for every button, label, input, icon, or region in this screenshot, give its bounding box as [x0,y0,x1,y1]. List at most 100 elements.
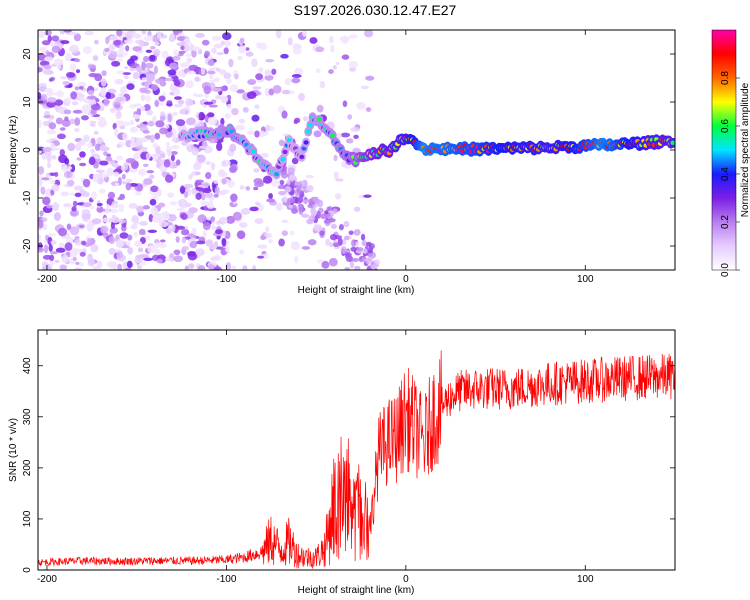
spectrogram-noise-cell [291,73,302,78]
spectrogram-noise-cell [53,212,61,221]
spectrogram-noise-cell [137,184,143,192]
spectrogram-noise-cell [265,226,270,233]
spectrogram-noise-cell [105,156,113,162]
spectrogram-noise-cell [349,67,357,72]
spectrogram-noise-cell [360,85,369,90]
spectrogram-noise-cell [138,39,145,48]
spectrogram-noise-cell [64,242,73,251]
spectrogram-noise-cell [147,244,157,254]
spectrogram-noise-cell [58,108,64,113]
spectrogram-noise-cell [224,230,231,240]
spectrogram-noise-cell [210,216,216,222]
colorbar-scale [711,29,737,271]
spectrogram-noise-cell [191,46,201,52]
spectrogram-branch-cell [340,246,347,255]
spectrogram-noise-cell [205,160,212,166]
spectrogram-noise-cell [159,153,166,159]
spectrogram-noise-cell [43,244,49,254]
spectrogram-noise-cell [69,192,77,197]
spectrogram-branch-cell [348,230,354,236]
spectrogram-noise-cell [216,51,225,56]
colorbar-tick-label: 0.4 [720,167,731,181]
spectrogram-noise-cell [60,166,68,172]
spectrogram-noise-cell [103,97,110,107]
spectrogram-branch-cell [277,184,286,190]
spectrogram-noise-cell [231,108,239,116]
spectrogram-noise-cell [112,122,117,130]
spectrogram-noise-cell [44,30,53,36]
spectrogram-noise-cell [91,191,97,201]
spectrogram-noise-cell [142,205,151,210]
spectrogram-noise-cell [224,112,231,119]
spectrogram-noise-cell [112,171,120,177]
spectrogram-noise-cell [188,64,199,71]
spectrogram-noise-cell [122,181,127,185]
spectrogram-noise-cell [149,174,155,180]
spectrogram-noise-cell [143,163,149,167]
spectrogram-noise-cell [183,37,191,43]
spectrogram-noise-cell [123,75,129,80]
spectrogram-noise-cell [350,127,361,132]
snr-background [38,330,675,570]
spectrogram-noise-cell [42,120,51,127]
spectrogram-noise-cell [298,93,306,102]
spectrogram-cells [38,30,675,270]
spectrogram-noise-cell [133,231,139,237]
spectrogram-noise-cell [216,220,224,224]
spectrogram-noise-cell [83,134,90,143]
spectrogram-noise-cell [38,149,43,155]
spectrogram-ridge-cell [299,154,305,160]
spectrogram-noise-cell [48,244,53,252]
spectrogram-noise-cell [147,229,158,234]
spectrogram-noise-cell [75,142,82,151]
spectrogram-noise-cell [60,40,70,45]
spectrogram-branch-cell [319,230,325,236]
spectrogram-branch-cell [278,190,287,196]
spectrogram-noise-cell [238,45,247,54]
spectrogram-noise-cell [117,196,123,201]
spectrogram-noise-cell [109,208,119,214]
spectrogram-noise-cell [307,239,317,246]
colorbar-ticks: 0.0 0.2 0.4 0.6 0.8 [720,71,740,277]
spectrogram-noise-cell [227,179,235,188]
spectrogram-xlabel: Height of straight line (km) [298,285,415,296]
spectrogram-noise-cell [191,227,197,235]
spectrogram-noise-cell [221,178,227,185]
spectrogram-noise-cell [211,35,222,41]
spectrogram-noise-cell [135,254,145,259]
spectrogram-noise-cell [218,171,228,178]
spectrogram-noise-cell [242,107,249,113]
spectrogram-branch-cell [281,171,288,179]
spectrogram-noise-cell [150,206,158,215]
spectrogram-noise-cell [264,233,272,239]
spectrogram-noise-cell [70,164,76,173]
spectrogram-noise-cell [231,265,237,270]
spectrogram-noise-cell [86,238,91,247]
spectrogram-noise-cell [189,241,198,249]
spectrogram-noise-cell [61,191,68,196]
spectrogram-noise-cell [185,98,194,107]
spectrogram-noise-cell [38,219,44,229]
spectrogram-noise-cell [72,109,83,114]
chart-title: S197.2026.030.12.47.E27 [293,2,457,18]
spectrogram-noise-cell [42,196,51,206]
spectrogram-branch-cell [283,195,288,203]
spectrogram-noise-cell [340,132,351,138]
spectrogram-noise-cell [64,116,69,122]
spectrogram-noise-cell [211,47,217,54]
spectrogram-noise-cell [63,109,72,115]
spectrogram-noise-cell [41,40,51,46]
spectrogram-ridge-cell [307,122,313,128]
spectrogram-noise-cell [58,242,65,249]
spectrogram-x-tick-label: 100 [577,274,594,285]
spectrogram-branch-cell [356,247,364,252]
spectrogram-noise-cell [73,185,83,191]
spectrogram-noise-cell [166,100,173,104]
spectrogram-noise-cell [98,188,106,194]
colorbar-tick-label: 0.6 [720,119,731,133]
spectrogram-noise-cell [153,65,159,75]
spectrogram-noise-cell [159,115,166,122]
spectrogram-noise-cell [309,37,318,44]
spectrogram-noise-cell [208,264,216,270]
spectrogram-noise-cell [363,194,372,198]
